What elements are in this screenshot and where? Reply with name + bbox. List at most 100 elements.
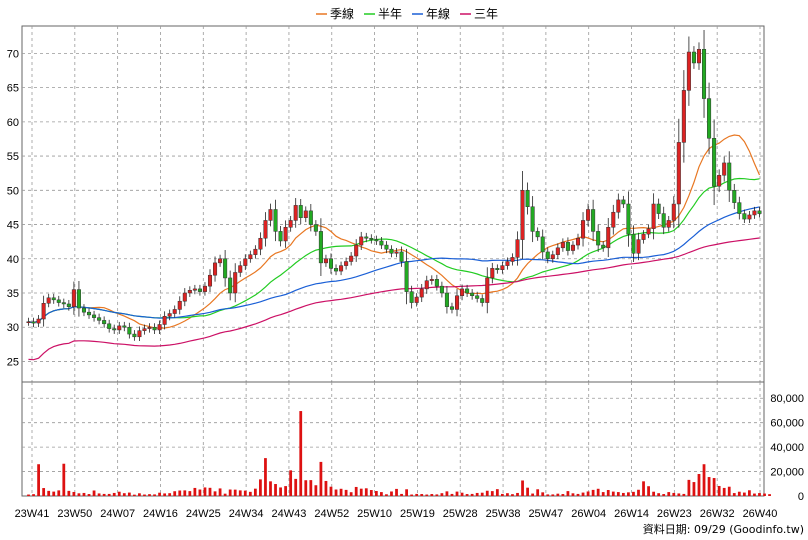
vol-tick-label-3: 60,000: [770, 418, 804, 430]
candle-body: [86, 311, 92, 316]
candle-body: [192, 288, 197, 291]
volume-bar: [445, 491, 449, 496]
vol-tick-label-0: 0: [798, 491, 804, 503]
candle-body: [661, 213, 666, 228]
candle-body: [334, 268, 339, 272]
candle-body: [596, 231, 601, 246]
candle-body: [530, 206, 535, 232]
volume-bar: [52, 491, 56, 496]
volume-bar: [153, 494, 156, 496]
volume-bar: [405, 489, 408, 496]
candle-body: [510, 257, 515, 262]
volume-bar: [526, 487, 529, 496]
ma-line-0: [28, 134, 761, 329]
volume-bar: [364, 488, 368, 496]
volume-bar: [127, 492, 131, 496]
footer-source: 資料日期: 09/29 (Goodinfo.tw): [643, 522, 804, 536]
volume-bar: [334, 489, 338, 496]
volume-bar: [57, 490, 61, 496]
candle-body: [339, 265, 344, 272]
volume-bar: [637, 489, 640, 496]
legend-label-3: 三年: [474, 7, 498, 21]
volume-bar: [163, 493, 167, 496]
volume-bar: [531, 493, 535, 496]
candle-body: [475, 295, 480, 299]
candle-body: [268, 209, 273, 221]
candle-body: [676, 142, 681, 205]
candle-body: [102, 320, 107, 325]
volume-bar: [143, 494, 146, 496]
price-tick-label-4: 45: [7, 220, 19, 232]
candle-body: [424, 280, 429, 290]
vol-tick-label-4: 80,000: [770, 393, 804, 405]
volume-bar: [324, 480, 328, 496]
candle-body: [258, 237, 263, 250]
candle-body: [707, 98, 712, 139]
volume-bar: [763, 493, 766, 496]
candle-body: [31, 321, 36, 324]
legend-label-0: 季線: [330, 6, 354, 21]
candle-body: [470, 292, 475, 296]
candle-body: [152, 326, 157, 331]
candle-body: [454, 295, 460, 310]
volume-bar: [359, 488, 363, 496]
candle-body: [263, 220, 268, 239]
volume-bar: [425, 494, 429, 496]
volume-bar: [702, 464, 706, 496]
volume-bar: [253, 488, 257, 496]
volume-bar: [380, 492, 383, 496]
volume-bar: [606, 490, 610, 496]
x-tick-label-12: 25W47: [528, 508, 563, 520]
volume-bar: [611, 491, 615, 496]
volume-bar: [727, 486, 731, 496]
volume-bar: [354, 486, 358, 496]
candle-body: [742, 213, 747, 220]
x-tick-label-11: 25W38: [486, 508, 521, 520]
volume-bar: [485, 490, 489, 496]
volume-bar: [642, 481, 645, 496]
candle-body: [374, 239, 379, 242]
candle-body: [243, 258, 248, 266]
volume-bar: [37, 464, 40, 496]
candle-body: [737, 202, 742, 214]
volume-bar: [173, 491, 177, 496]
candle-body: [712, 138, 717, 187]
candle-body: [727, 162, 732, 191]
candle-body: [273, 209, 278, 232]
candle-body: [601, 244, 606, 249]
candle-body: [177, 300, 182, 310]
candle-body: [757, 210, 762, 214]
candle-body: [656, 203, 661, 214]
candle-body: [51, 297, 56, 301]
ma-line-2: [28, 206, 760, 324]
volume-bar: [632, 491, 635, 496]
candle-body: [283, 227, 288, 242]
candle-body: [671, 203, 676, 221]
volume-bar: [576, 493, 580, 496]
candle-body: [485, 277, 490, 303]
price-tick-label-0: 25: [7, 356, 19, 368]
volume-bar: [737, 491, 741, 496]
volume-bar: [596, 488, 600, 496]
candle-body: [636, 239, 641, 254]
price-tick-label-1: 30: [7, 322, 19, 334]
candle-body: [752, 210, 757, 216]
candle-body: [631, 233, 636, 254]
x-tick-label-10: 25W28: [443, 508, 478, 520]
volume-bar: [117, 491, 121, 496]
volume-bar: [647, 486, 650, 496]
candle-body: [354, 244, 359, 257]
ma-line-3: [28, 237, 760, 361]
volume-bar: [284, 486, 288, 496]
candle-body: [112, 328, 117, 331]
x-tick-label-5: 24W34: [229, 508, 264, 520]
volume-bar: [213, 491, 217, 496]
candle-body: [419, 288, 424, 298]
candle-body: [414, 296, 419, 303]
candle-body: [480, 298, 485, 303]
price-tick-label-9: 70: [7, 48, 19, 60]
candle-body: [92, 314, 97, 318]
candle-body: [162, 316, 167, 325]
volume-grid: [22, 382, 764, 496]
price-grid: [22, 26, 764, 382]
